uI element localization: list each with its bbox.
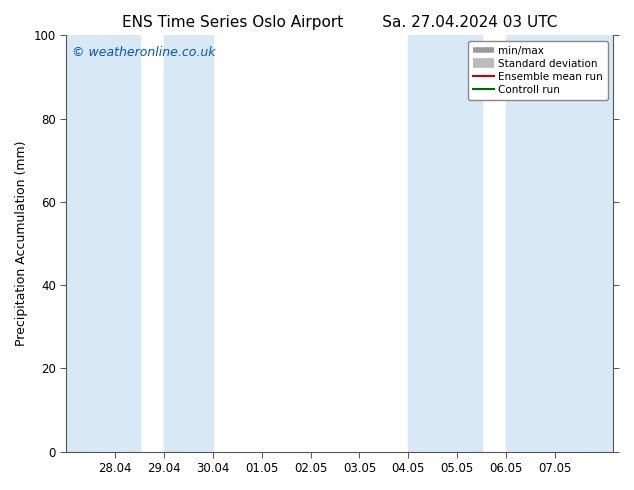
Text: © weatheronline.co.uk: © weatheronline.co.uk — [72, 46, 215, 59]
Bar — [506, 35, 614, 452]
Title: ENS Time Series Oslo Airport        Sa. 27.04.2024 03 UTC: ENS Time Series Oslo Airport Sa. 27.04.2… — [122, 15, 557, 30]
Bar — [164, 35, 213, 452]
Legend: min/max, Standard deviation, Ensemble mean run, Controll run: min/max, Standard deviation, Ensemble me… — [468, 41, 608, 100]
Y-axis label: Precipitation Accumulation (mm): Precipitation Accumulation (mm) — [15, 141, 28, 346]
Bar — [408, 35, 482, 452]
Bar — [66, 35, 139, 452]
